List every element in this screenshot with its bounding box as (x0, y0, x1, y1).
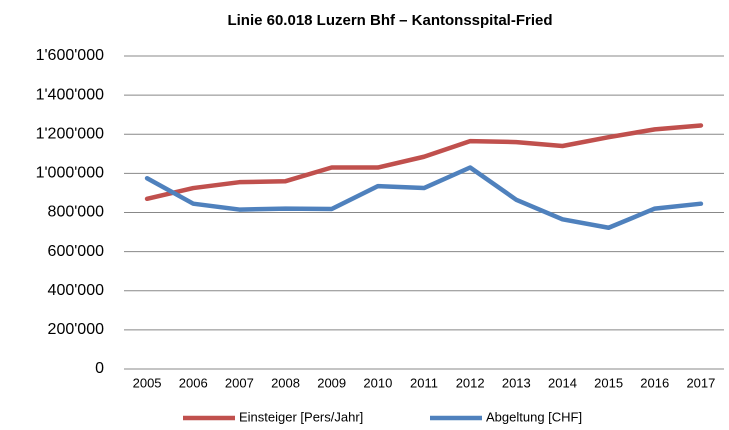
x-tick-label: 2017 (686, 375, 715, 390)
y-tick-label: 1'200'000 (36, 125, 105, 142)
x-tick-label: 2014 (548, 375, 577, 390)
x-tick-label: 2016 (640, 375, 669, 390)
chart-title: Linie 60.018 Luzern Bhf – Kantonsspital-… (227, 12, 552, 29)
x-tick-label: 2011 (410, 375, 438, 390)
y-tick-label: 600'000 (48, 243, 105, 260)
y-tick-label: 800'000 (48, 204, 105, 221)
y-tick-label: 200'000 (48, 321, 105, 338)
y-tick-label: 1'400'000 (36, 86, 105, 103)
x-tick-label: 2009 (317, 375, 346, 390)
legend-label: Abgeltung [CHF] (486, 409, 582, 424)
x-tick-label: 2010 (363, 375, 392, 390)
line-series (144, 123, 704, 202)
y-tick-label: 1'000'000 (36, 165, 105, 182)
x-tick-label: 2005 (133, 375, 162, 390)
x-tick-label: 2007 (225, 375, 254, 390)
x-tick-label: 2008 (271, 375, 300, 390)
x-tick-label: 2015 (594, 375, 623, 390)
line-series (144, 165, 704, 231)
legend-label: Einsteiger [Pers/Jahr] (239, 409, 363, 424)
y-tick-label: 0 (95, 360, 104, 377)
y-tick-label: 400'000 (48, 282, 105, 299)
x-tick-label: 2013 (502, 375, 531, 390)
x-tick-label: 2006 (179, 375, 208, 390)
y-tick-label: 1'600'000 (36, 47, 105, 64)
x-tick-label: 2012 (456, 375, 485, 390)
